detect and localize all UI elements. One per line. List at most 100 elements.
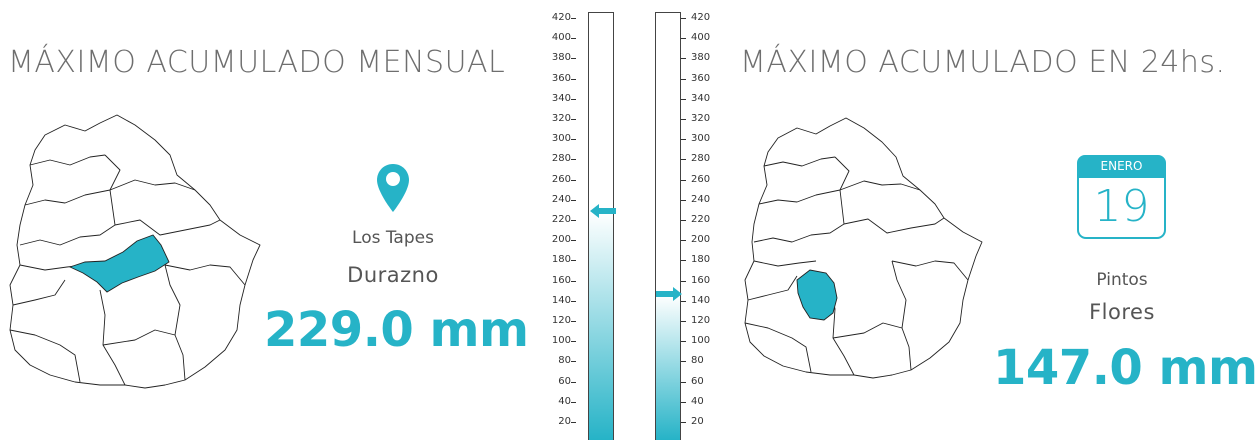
scale-tick-label: 220 xyxy=(691,214,711,225)
scale-tick-mark xyxy=(571,220,576,221)
scale-tick: 260 xyxy=(549,173,576,187)
daily-station-name: Pintos xyxy=(1096,270,1148,290)
scale-tick-label: 300 xyxy=(551,133,571,145)
scale-tick-label: 420 xyxy=(551,12,571,23)
scale-tick-label: 300 xyxy=(691,133,711,145)
scale-tick-mark xyxy=(571,78,576,80)
scale-tick: 400 xyxy=(681,31,713,45)
scale-tick-label: 280 xyxy=(691,153,711,165)
monthly-station-name: Los Tapes xyxy=(352,228,434,248)
scale-tick-mark xyxy=(681,139,686,141)
scale-tick-mark xyxy=(681,422,686,423)
scale-tick-label: 320 xyxy=(691,113,711,124)
scale-tick: 260 xyxy=(681,173,713,187)
scale-tick: 140 xyxy=(549,294,576,308)
scale-tick-mark xyxy=(571,280,576,282)
scale-tick: 220 xyxy=(549,213,576,227)
scale-tick: 60 xyxy=(549,375,576,389)
scale-tick-mark xyxy=(681,220,686,221)
scale-tick: 80 xyxy=(549,354,576,368)
monthly-scale-ticks: 420 400 380 360 340 320 300 280 260 240 220 200 180 1… xyxy=(549,0,576,440)
scale-tick: 240 xyxy=(681,193,713,207)
scale-tick-mark xyxy=(681,18,686,19)
scale-tick-mark xyxy=(571,179,576,181)
scale-tick-mark xyxy=(571,401,576,403)
scale-tick-mark xyxy=(681,341,686,343)
daily-max-title: MÁXIMO ACUMULADO EN 24hs. xyxy=(740,45,1226,80)
scale-tick-mark xyxy=(681,321,686,322)
scale-tick-label: 260 xyxy=(551,173,571,185)
daily-gauge-fill xyxy=(656,294,680,440)
scale-tick: 360 xyxy=(681,72,713,86)
monthly-gauge-bar xyxy=(588,12,614,440)
monthly-gauge-pointer-arrow xyxy=(590,203,616,218)
scale-tick-mark xyxy=(571,300,576,302)
calendar-day: 19 xyxy=(1077,178,1166,239)
monthly-max-value: 229.0 mm xyxy=(264,302,529,358)
scale-tick: 100 xyxy=(681,334,713,348)
scale-tick-mark xyxy=(571,240,576,242)
scale-tick: 80 xyxy=(681,354,713,368)
scale-tick: 340 xyxy=(681,92,713,106)
scale-tick-mark xyxy=(571,98,576,100)
scale-tick-mark xyxy=(571,199,576,201)
scale-tick-label: 380 xyxy=(551,52,571,64)
scale-tick: 200 xyxy=(549,233,576,247)
uruguay-map-monthly xyxy=(9,114,261,389)
scale-tick: 380 xyxy=(549,51,576,65)
daily-gauge-pointer-arrow xyxy=(656,286,682,301)
scale-tick-label: 60 xyxy=(558,375,571,387)
scale-tick-mark xyxy=(571,18,576,19)
scale-tick: 40 xyxy=(549,395,576,409)
scale-tick-label: 180 xyxy=(551,254,571,266)
scale-tick: 420 xyxy=(681,11,713,25)
scale-tick: 160 xyxy=(681,274,713,288)
scale-tick: 20 xyxy=(681,415,713,429)
scale-tick: 340 xyxy=(549,92,576,106)
scale-tick-mark xyxy=(571,422,576,423)
scale-tick-label: 240 xyxy=(691,193,711,205)
scale-tick: 100 xyxy=(549,334,576,348)
scale-tick-mark xyxy=(681,159,686,161)
scale-tick-label: 340 xyxy=(551,92,571,104)
scale-tick: 360 xyxy=(549,72,576,86)
scale-tick-mark xyxy=(681,199,686,201)
scale-tick: 220 xyxy=(681,213,713,227)
scale-tick: 420 xyxy=(549,11,576,25)
scale-tick-label: 40 xyxy=(691,395,704,407)
map-pin-icon xyxy=(377,164,409,212)
scale-tick-label: 200 xyxy=(691,234,711,246)
scale-tick-label: 360 xyxy=(551,72,571,84)
scale-tick-mark xyxy=(681,361,686,363)
scale-tick: 320 xyxy=(681,112,713,126)
calendar-icon: ENERO 19 xyxy=(1077,155,1166,241)
scale-tick-label: 160 xyxy=(551,274,571,286)
scale-tick-mark xyxy=(681,260,686,262)
scale-tick-mark xyxy=(681,98,686,100)
scale-tick-mark xyxy=(681,401,686,403)
scale-tick: 160 xyxy=(549,274,576,288)
scale-tick-label: 20 xyxy=(558,416,571,427)
scale-tick: 400 xyxy=(549,31,576,45)
scale-tick-label: 140 xyxy=(691,294,711,306)
highlighted-department-durazno xyxy=(68,234,170,293)
monthly-max-title: MÁXIMO ACUMULADO MENSUAL xyxy=(8,45,506,80)
highlighted-department-flores xyxy=(796,269,838,321)
monthly-department-name: Durazno xyxy=(347,263,439,287)
scale-tick-mark xyxy=(571,58,576,60)
monthly-gauge-fill xyxy=(589,211,613,440)
scale-tick-mark xyxy=(681,280,686,282)
scale-tick: 180 xyxy=(681,253,713,267)
scale-tick-label: 40 xyxy=(558,395,571,407)
scale-tick-mark xyxy=(571,381,576,383)
scale-tick-mark xyxy=(571,119,576,120)
scale-tick-label: 400 xyxy=(691,32,711,44)
scale-tick-mark xyxy=(571,260,576,262)
scale-tick-label: 140 xyxy=(551,294,571,306)
scale-tick: 300 xyxy=(681,132,713,146)
scale-tick-label: 80 xyxy=(558,355,571,367)
scale-tick-label: 420 xyxy=(691,12,711,23)
scale-tick-label: 320 xyxy=(551,113,571,124)
scale-tick: 280 xyxy=(549,152,576,166)
scale-tick-label: 80 xyxy=(691,355,704,367)
